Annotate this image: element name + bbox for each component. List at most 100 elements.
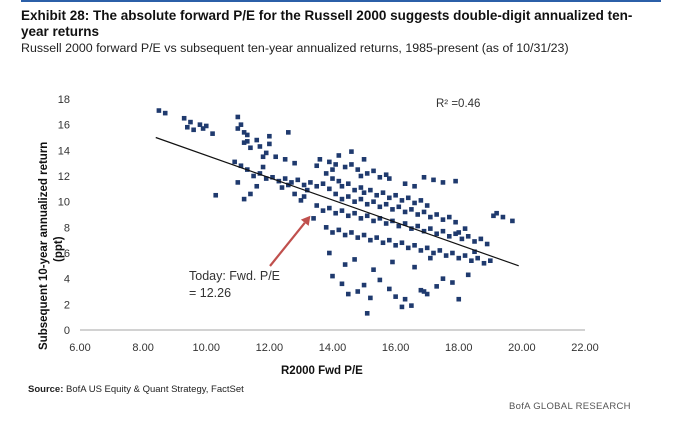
- scatter-point: [273, 154, 278, 160]
- scatter-point: [282, 176, 288, 181]
- y-tick-label: 12: [58, 171, 70, 183]
- scatter-point: [342, 262, 348, 267]
- scatter-point: [409, 303, 414, 308]
- x-tick-label: 18.00: [445, 342, 473, 354]
- y-tick-label: 10: [58, 197, 70, 209]
- scatter-point: [317, 157, 323, 162]
- source-label: Source:: [28, 384, 64, 395]
- y-tick-label: 6: [64, 248, 70, 260]
- scatter-point: [248, 191, 253, 197]
- scatter-point: [244, 139, 250, 144]
- scatter-point: [320, 208, 326, 213]
- scatter-point: [292, 160, 297, 166]
- scatter-point: [377, 277, 383, 283]
- scatter-point: [491, 213, 496, 219]
- scatter-point: [327, 205, 332, 211]
- scatter-point: [345, 213, 351, 219]
- scatter-point: [434, 231, 439, 237]
- scatter-point: [314, 163, 320, 169]
- scatter-point: [412, 264, 417, 270]
- scatter-point: [235, 126, 241, 131]
- scatter-point: [428, 214, 433, 220]
- scatter-point: [345, 194, 351, 199]
- scatter-point: [437, 248, 443, 253]
- y-tick-label: 18: [58, 94, 70, 106]
- scatter-point: [238, 163, 244, 169]
- scatter-point: [188, 119, 193, 125]
- r-squared-label: R² =0.46: [436, 98, 480, 110]
- scatter-point: [421, 209, 427, 215]
- scatter-point: [263, 176, 269, 181]
- scatter-point: [469, 258, 474, 263]
- scatter-point: [352, 210, 357, 216]
- scatter-point: [244, 132, 250, 138]
- scatter-point: [462, 226, 468, 231]
- scatter-point: [345, 181, 351, 186]
- annotation-line-1: Today: Fwd. P/E: [189, 269, 280, 283]
- scatter-point: [412, 183, 417, 189]
- scatter-point: [339, 281, 345, 287]
- scatter-point: [349, 149, 354, 154]
- scatter-point: [235, 114, 241, 120]
- scatter-point: [361, 190, 367, 195]
- scatter-point: [393, 192, 398, 198]
- scatter-point: [405, 245, 411, 251]
- x-tick-label: 12.00: [256, 342, 284, 354]
- scatter-point: [440, 276, 446, 281]
- scatter-point: [336, 178, 342, 184]
- scatter-point: [295, 177, 301, 183]
- scatter-point: [330, 167, 335, 172]
- scatter-point: [424, 245, 430, 251]
- scatter-point: [412, 243, 417, 248]
- scatter-point: [260, 164, 266, 170]
- scatter-point: [267, 133, 272, 139]
- scatter-point: [308, 180, 313, 185]
- scatter-point: [311, 216, 316, 221]
- scatter-point: [342, 164, 348, 170]
- scatter-point: [238, 122, 244, 127]
- scatter-point: [327, 250, 332, 256]
- source-text: BofA US Equity & Quant Strategy, FactSet: [63, 384, 244, 395]
- scatter-point: [323, 225, 329, 230]
- scatter-point: [383, 201, 389, 207]
- scatter-point: [465, 234, 471, 239]
- scatter-point: [327, 186, 332, 192]
- exhibit-subtitle: Russell 2000 forward P/E vs subsequent t…: [21, 41, 569, 55]
- y-axis-label-line-1: Subsequent 10-year annualized return: [38, 142, 50, 350]
- scatter-point: [254, 137, 260, 143]
- scatter-point: [456, 255, 462, 261]
- scatter-point: [472, 249, 477, 255]
- scatter-point: [440, 180, 446, 185]
- y-tick-label: 8: [64, 222, 70, 234]
- scatter-point: [364, 171, 370, 176]
- exhibit-title: Exhibit 28: The absolute forward P/E for…: [21, 8, 633, 39]
- scatter-point: [456, 296, 462, 302]
- scatter-point: [263, 150, 269, 156]
- scatter-point: [349, 162, 354, 167]
- scatter-point: [352, 187, 357, 193]
- scatter-point: [478, 236, 484, 242]
- x-tick-label: 6.00: [69, 342, 90, 354]
- scatter-point: [371, 199, 376, 204]
- header-rule: [21, 0, 661, 2]
- scatter-point: [396, 223, 402, 229]
- scatter-points: [156, 108, 515, 316]
- scatter-point: [440, 228, 446, 234]
- scatter-point: [393, 243, 398, 248]
- scatter-point: [292, 191, 297, 197]
- scatter-point: [191, 127, 196, 133]
- scatter-point: [368, 187, 373, 193]
- scatter-point: [304, 187, 310, 193]
- scatter-point: [428, 226, 433, 231]
- scatter-point: [409, 207, 414, 212]
- scatter-point: [424, 291, 430, 297]
- scatter-point: [361, 232, 367, 238]
- scatter-point: [200, 126, 206, 131]
- scatter-point: [361, 282, 367, 288]
- scatter-point: [431, 177, 436, 183]
- scatter-point: [396, 204, 402, 210]
- brand-label: BofA GLOBAL RESEARCH: [509, 401, 631, 412]
- y-axis-label-line-2: (ppt): [53, 236, 65, 262]
- scatter-point: [257, 144, 263, 149]
